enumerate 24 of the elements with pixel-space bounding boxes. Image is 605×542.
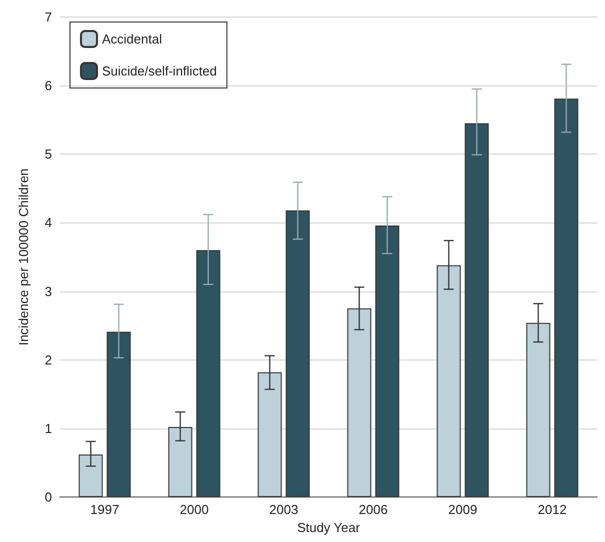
x-axis-title: Study Year [297, 520, 361, 535]
legend-label: Suicide/self-inflicted [102, 64, 217, 78]
x-tick-label: 2012 [538, 502, 567, 517]
bar [286, 210, 310, 497]
y-tick-label: 5 [44, 146, 52, 162]
y-tick-label: 0 [44, 490, 52, 504]
x-tick-label: 2003 [269, 502, 298, 517]
y-tick-label: 6 [44, 78, 52, 94]
x-tick-label: 2009 [448, 502, 478, 517]
y-tick-label: 2 [44, 352, 52, 368]
bar [464, 123, 489, 497]
x-tick-label: 1997 [90, 502, 120, 517]
bar [196, 250, 220, 497]
x-tick-label: 2000 [180, 502, 209, 517]
legend-label: Accidental [102, 32, 162, 46]
y-tick-label: 7 [44, 10, 52, 24]
y-tick-label: 3 [44, 284, 52, 299]
x-tick-label: 2006 [358, 502, 388, 517]
y-tick-label: 1 [44, 420, 52, 436]
bar [106, 332, 131, 497]
y-tick-label: 4 [44, 215, 52, 230]
bar [554, 98, 578, 497]
y-axis-title: Incidence per 100000 Children [16, 168, 31, 346]
bar [375, 225, 400, 497]
